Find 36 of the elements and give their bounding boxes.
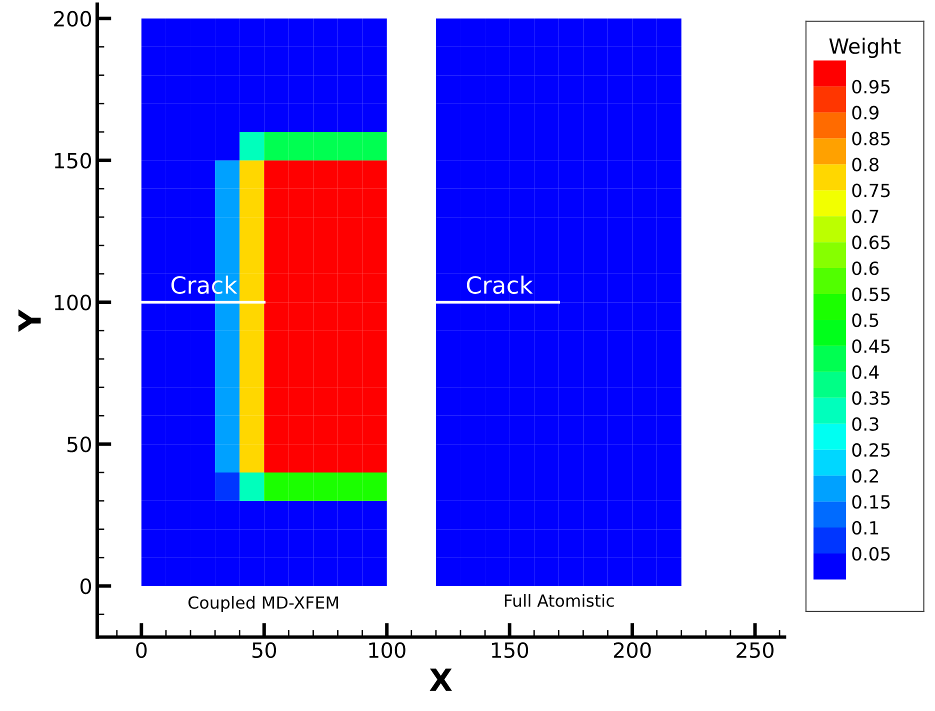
- color-bar-label: 0.3: [852, 417, 878, 431]
- color-bar-label: 0.4: [852, 365, 879, 379]
- color-bar-label: 0.25: [852, 443, 890, 457]
- x-tick-label: 50: [252, 642, 276, 658]
- color-bar-title: Weight: [829, 38, 901, 58]
- color-bar-label: 0.7: [852, 210, 878, 224]
- annotation: Full Atomistic: [504, 594, 614, 607]
- color-bar-label: 0.5: [852, 313, 878, 328]
- y-tick-label: 150: [54, 152, 91, 169]
- color-bar-label: 0.6: [852, 262, 879, 276]
- color-bar-label: 0.2: [852, 469, 878, 483]
- color-bar-label: 0.75: [852, 184, 890, 198]
- y-tick-label: 0: [80, 578, 91, 594]
- annotation: Crack: [466, 276, 533, 294]
- color-bar-label: 0.95: [852, 80, 890, 94]
- y-axis-title: Y: [18, 309, 41, 332]
- x-tick-label: 150: [492, 642, 528, 658]
- color-bar-label: 0.8: [852, 158, 879, 172]
- color-bar-label: 0.85: [852, 132, 890, 146]
- x-tick-label: 100: [369, 642, 406, 658]
- annotation: Coupled MD-XFEM: [188, 596, 338, 612]
- x-axis-title: X: [430, 668, 452, 691]
- color-bar-label: 0.15: [852, 495, 890, 509]
- color-bar-label: 0.55: [852, 287, 890, 302]
- x-tick-label: 250: [736, 642, 774, 658]
- x-tick-label: 200: [614, 642, 651, 658]
- y-tick-label: 100: [54, 294, 91, 310]
- color-bar-label: 0.1: [852, 521, 878, 535]
- color-bar-label: 0.45: [852, 339, 890, 354]
- color-bar-label: 0.35: [852, 391, 890, 405]
- x-tick-label: 0: [136, 642, 147, 658]
- color-bar-label: 0.65: [852, 236, 890, 250]
- color-bar-label: 0.05: [852, 546, 890, 561]
- y-tick-label: 200: [54, 10, 91, 27]
- y-tick-label: 50: [67, 436, 91, 452]
- color-bar-label: 0.9: [852, 106, 878, 120]
